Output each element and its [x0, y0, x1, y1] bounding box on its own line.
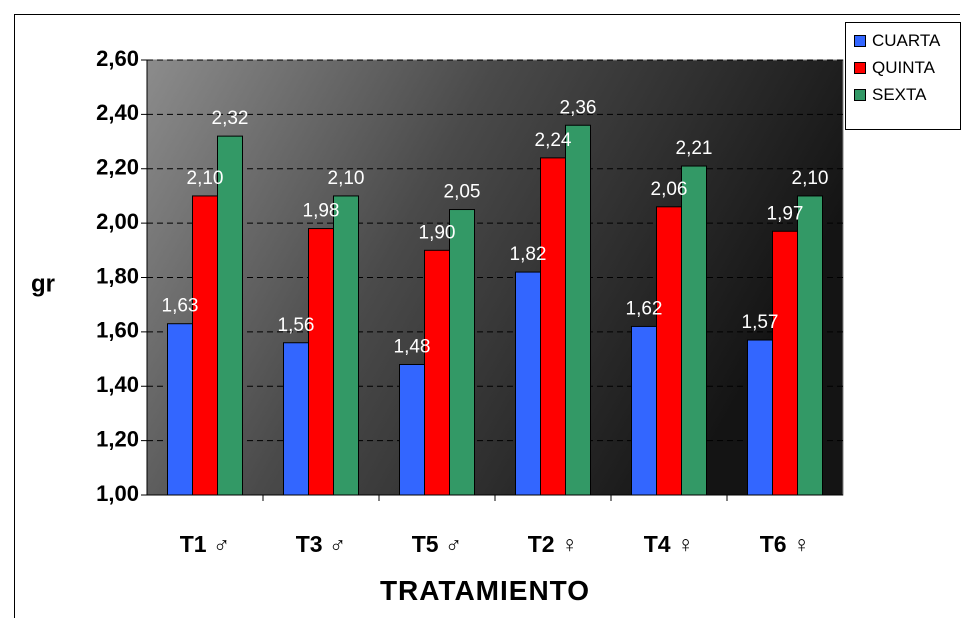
x-tick-label: T1 ♂ — [180, 531, 230, 557]
chart-frame — [14, 14, 960, 618]
bar-cuarta — [399, 364, 425, 496]
data-label-quinta: 2,24 — [535, 130, 572, 151]
data-label-cuarta: 1,82 — [510, 244, 547, 265]
bar-cuarta — [283, 342, 309, 496]
bar-quinta — [772, 230, 798, 496]
data-label-sexta: 2,36 — [560, 97, 597, 118]
x-tick-label: T3 ♂ — [296, 531, 346, 557]
x-tick-label: T5 ♂ — [412, 531, 462, 557]
y-tick-label: 1,40 — [96, 372, 139, 397]
bar-quinta — [540, 157, 566, 496]
legend-label-quinta: QUINTA — [872, 57, 935, 77]
data-label-sexta: 2,05 — [444, 182, 481, 203]
y-tick-label: 1,00 — [96, 481, 139, 506]
bar-cuarta — [167, 323, 193, 496]
bar-sexta — [565, 124, 591, 496]
x-tick-label: T2 ♀ — [528, 531, 578, 557]
legend-item-cuarta: CUARTA — [846, 27, 960, 54]
bar-quinta — [424, 249, 450, 496]
legend: CUARTA QUINTA SEXTA — [845, 22, 961, 130]
bar-cuarta — [631, 325, 657, 496]
bar-sexta — [681, 165, 707, 496]
data-label-quinta: 2,10 — [187, 168, 224, 189]
data-label-cuarta: 1,48 — [394, 337, 431, 358]
data-label-cuarta: 1,56 — [278, 315, 315, 336]
bar-quinta — [308, 228, 334, 496]
y-tick-label: 1,20 — [96, 426, 139, 451]
x-tick-label: T6 ♀ — [760, 531, 810, 557]
data-label-sexta: 2,10 — [792, 168, 829, 189]
bar-sexta — [797, 195, 823, 496]
y-tick-label: 2,40 — [96, 100, 139, 125]
y-axis-title: gr — [31, 270, 55, 297]
y-tick-label: 2,20 — [96, 155, 139, 180]
bar-cuarta — [747, 339, 773, 496]
data-label-cuarta: 1,62 — [626, 298, 663, 319]
data-label-sexta: 2,21 — [676, 138, 713, 159]
legend-item-sexta: SEXTA — [846, 81, 960, 108]
data-label-cuarta: 1,63 — [162, 296, 199, 317]
y-tick-label: 1,60 — [96, 318, 139, 343]
y-tick-label: 1,80 — [96, 263, 139, 288]
data-label-quinta: 1,97 — [767, 203, 804, 224]
legend-swatch-cuarta — [854, 34, 866, 47]
legend-swatch-quinta — [854, 61, 866, 74]
bar-quinta — [656, 206, 682, 496]
data-label-cuarta: 1,57 — [742, 312, 779, 333]
legend-swatch-sexta — [854, 88, 866, 101]
data-label-quinta: 1,98 — [303, 201, 340, 222]
bar-sexta — [217, 135, 243, 496]
bar-cuarta — [515, 271, 541, 496]
x-axis-title: TRATAMIENTO — [380, 575, 590, 606]
data-label-sexta: 2,32 — [212, 108, 249, 129]
legend-label-sexta: SEXTA — [872, 84, 927, 104]
bar-quinta — [192, 195, 218, 496]
bar-sexta — [333, 195, 359, 496]
data-label-quinta: 2,06 — [651, 179, 688, 200]
legend-item-quinta: QUINTA — [846, 54, 960, 81]
data-label-sexta: 2,10 — [328, 168, 365, 189]
y-tick-label: 2,60 — [96, 46, 139, 71]
x-tick-label: T4 ♀ — [644, 531, 694, 557]
y-tick-label: 2,00 — [96, 209, 139, 234]
data-label-quinta: 1,90 — [419, 222, 456, 243]
legend-label-cuarta: CUARTA — [872, 30, 941, 50]
bar-sexta — [449, 209, 475, 496]
